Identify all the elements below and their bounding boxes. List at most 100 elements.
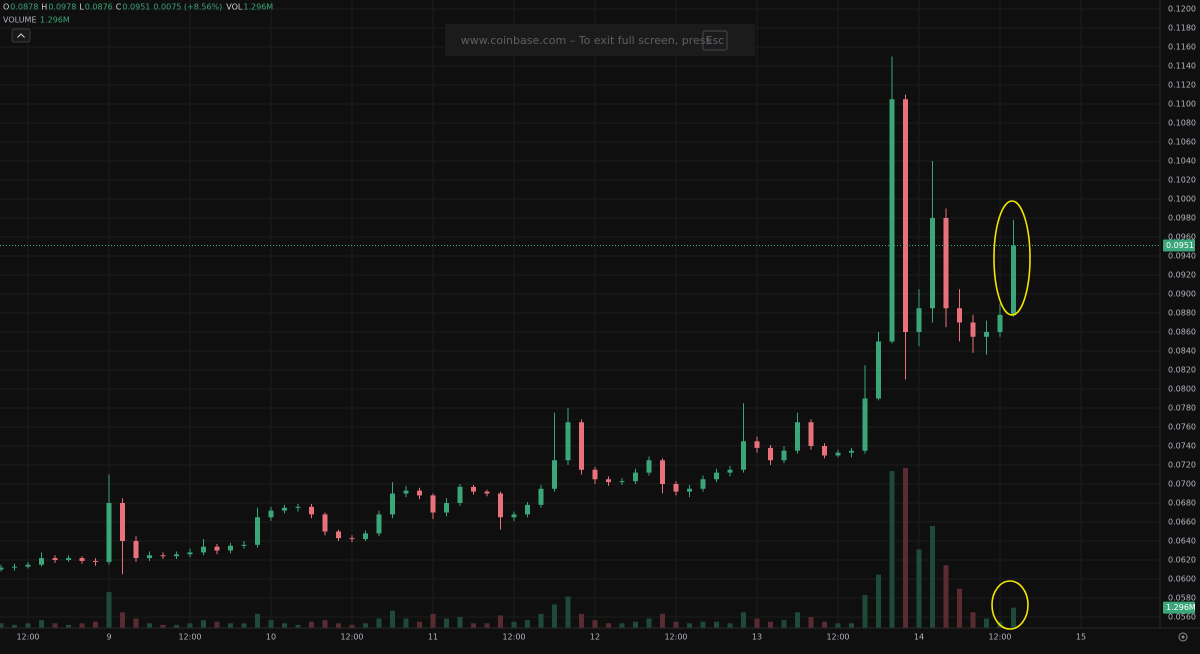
- candle-body: [592, 469, 598, 480]
- candle-body: [430, 495, 436, 513]
- y-tick-label: 0.1020: [1168, 176, 1196, 185]
- x-tick-label: 12:00: [340, 633, 363, 642]
- candle-body: [714, 472, 719, 480]
- candle-body: [687, 488, 692, 492]
- settings-icon[interactable]: [1178, 632, 1188, 642]
- candle-body: [525, 504, 530, 515]
- x-tick-label: 14: [914, 633, 924, 642]
- volume-bar: [349, 624, 355, 628]
- y-tick-label: 0.0940: [1168, 252, 1196, 261]
- volume-bar: [174, 624, 179, 628]
- volume-bar: [849, 623, 854, 628]
- candle-body: [174, 554, 179, 557]
- volume-bar: [1011, 607, 1016, 628]
- volume-bar: [606, 623, 611, 628]
- volume-bar: [822, 621, 827, 628]
- candle-body: [984, 332, 989, 337]
- volume-bar: [0, 623, 4, 628]
- candle-body: [25, 564, 31, 567]
- y-tick-label: 0.0740: [1168, 442, 1196, 451]
- candle-body: [241, 544, 247, 546]
- volume-bar: [592, 620, 598, 628]
- candle-body: [214, 546, 220, 551]
- y-tick-label: 0.0640: [1168, 537, 1196, 546]
- collapse-button[interactable]: [11, 28, 31, 43]
- legend-item: VOL: [226, 3, 243, 12]
- x-tick-label: 13: [752, 633, 762, 642]
- candle-body: [700, 479, 706, 489]
- volume-bar: [768, 621, 773, 628]
- x-tick-label: 12:00: [988, 633, 1011, 642]
- legend-item: 0.0978: [48, 3, 76, 12]
- volume-bar: [727, 623, 733, 628]
- y-tick-label: 0.0620: [1168, 556, 1196, 565]
- y-tick-label: 0.1100: [1168, 100, 1196, 109]
- legend-item: 0.0075 (+8.56%): [153, 3, 222, 12]
- axes: 0.1200 0.1180 0.1160 0.1140 0.1120 0.1100 0.10…: [16, 5, 1196, 642]
- volume-bar: [363, 623, 368, 628]
- candle-body: [66, 558, 71, 560]
- y-tick-label: 0.1060: [1168, 138, 1196, 147]
- volume-bar: [12, 624, 17, 628]
- volume-bar: [93, 621, 98, 628]
- y-tick-label: 0.1080: [1168, 119, 1196, 128]
- legend-item: 0.0878: [10, 3, 38, 12]
- candle-body: [390, 493, 395, 515]
- candle-body: [201, 546, 206, 553]
- y-tick-label: 0.1160: [1168, 43, 1196, 52]
- y-tick-label: 0.0920: [1168, 271, 1196, 280]
- volume-bar: [511, 621, 517, 628]
- candle-body: [511, 514, 517, 518]
- volume-bar: [835, 623, 841, 628]
- x-tick-label: 15: [1076, 633, 1086, 642]
- legend-item: H: [41, 3, 47, 12]
- y-tick-label: 0.0720: [1168, 461, 1196, 470]
- volume-bar: [552, 604, 557, 628]
- candle-body: [376, 514, 382, 534]
- volume-bar: [957, 588, 962, 628]
- volume-bar: [538, 613, 544, 628]
- candle-body: [876, 341, 881, 399]
- y-tick-label: 0.0960: [1168, 233, 1196, 242]
- volume-bar: [660, 613, 665, 628]
- candle-body: [1011, 245, 1016, 315]
- volume-bar: [52, 623, 58, 628]
- volume-bar: [147, 623, 152, 628]
- candle-body: [120, 503, 125, 541]
- volume-legend-value: 1.296M: [40, 16, 70, 25]
- candle-body: [349, 538, 355, 540]
- candle-body: [538, 488, 544, 505]
- y-tick-label: 0.0680: [1168, 499, 1196, 508]
- volume-bar: [336, 623, 341, 628]
- candle-body: [147, 555, 152, 559]
- volume-bar: [295, 624, 301, 628]
- volume-bar: [39, 620, 44, 628]
- legend-item: C: [116, 3, 122, 12]
- volume-bar: [795, 612, 800, 628]
- candle-body: [646, 460, 652, 473]
- volume-bar: [984, 618, 989, 628]
- y-tick-label: 0.0980: [1168, 214, 1196, 223]
- candle-body: [997, 314, 1003, 332]
- volume-bar: [255, 613, 260, 628]
- volume-bar: [916, 549, 922, 628]
- candle-body: [795, 422, 800, 451]
- candle-body: [633, 472, 638, 482]
- highlight-ellipse: [993, 200, 1031, 316]
- volume-bar: [79, 623, 85, 628]
- x-tick-label: 12: [590, 633, 600, 642]
- candle-body: [660, 460, 665, 484]
- candle-body: [957, 308, 962, 323]
- volume-bar: [66, 624, 71, 628]
- legend: O 0.0878 H 0.0978 L 0.0876 C 0.0951 0.0075 (+8.5…: [3, 3, 273, 12]
- volume-bar: [970, 612, 976, 628]
- volume-bar: [484, 623, 490, 628]
- candle-body: [322, 514, 328, 532]
- y-tick-label: 0.0580: [1168, 594, 1196, 603]
- volume-bar: [457, 617, 463, 628]
- candle-body: [160, 555, 166, 557]
- candle-body: [309, 506, 314, 515]
- volume-bar: [390, 610, 395, 628]
- x-tick-label: 9: [106, 633, 111, 642]
